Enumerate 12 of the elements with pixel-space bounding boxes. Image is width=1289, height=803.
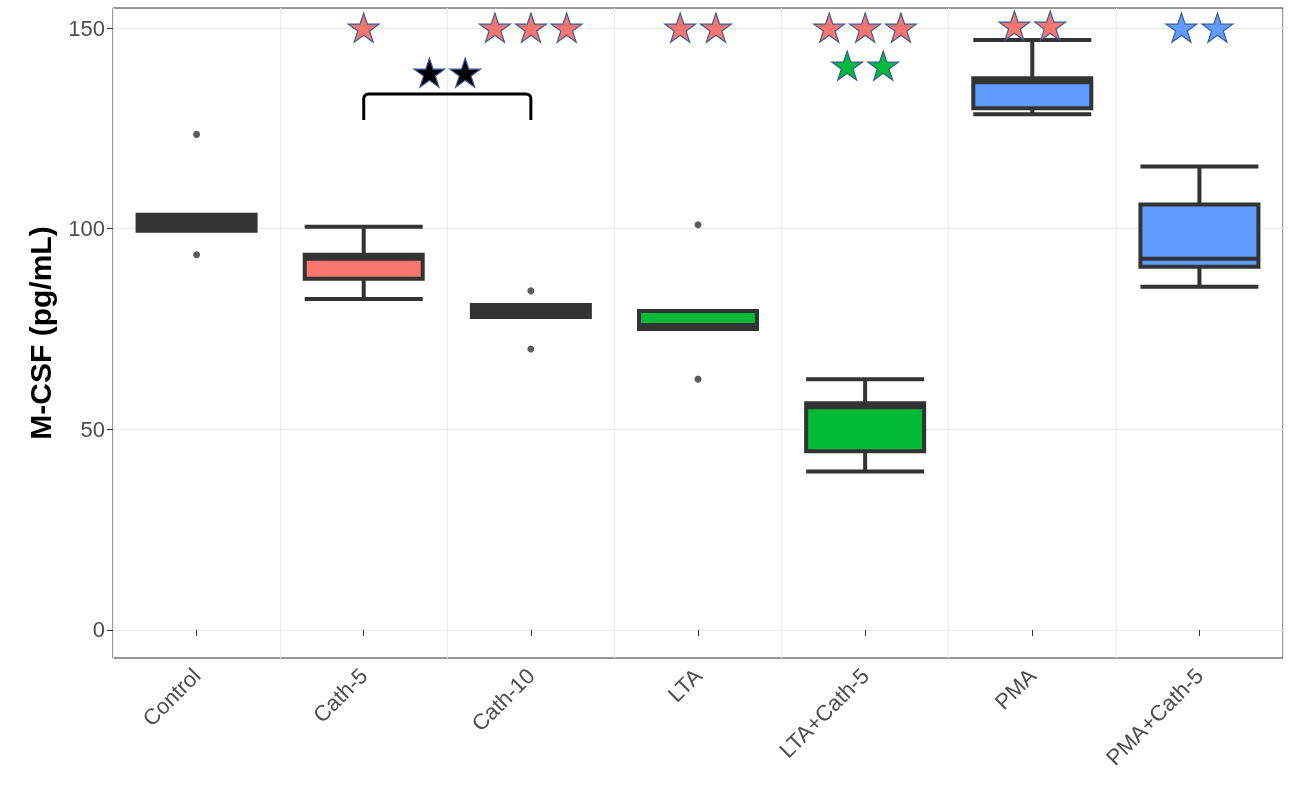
annotation: ★★★	[477, 5, 585, 52]
annotation: ★★	[1163, 5, 1236, 52]
annotation: ★	[345, 5, 382, 52]
y-axis-title: M-CSF (pg/mL)	[23, 226, 57, 440]
annotation: ★★	[411, 50, 484, 97]
x-tick-label: LTA	[662, 662, 708, 708]
y-tick-label: 50	[80, 416, 105, 442]
y-tick-label: 0	[92, 617, 105, 643]
annotation: ★★	[996, 3, 1069, 50]
annotation: ★★	[662, 5, 734, 52]
y-tick-label: 150	[68, 15, 105, 41]
y-tick-label: 100	[68, 216, 105, 242]
